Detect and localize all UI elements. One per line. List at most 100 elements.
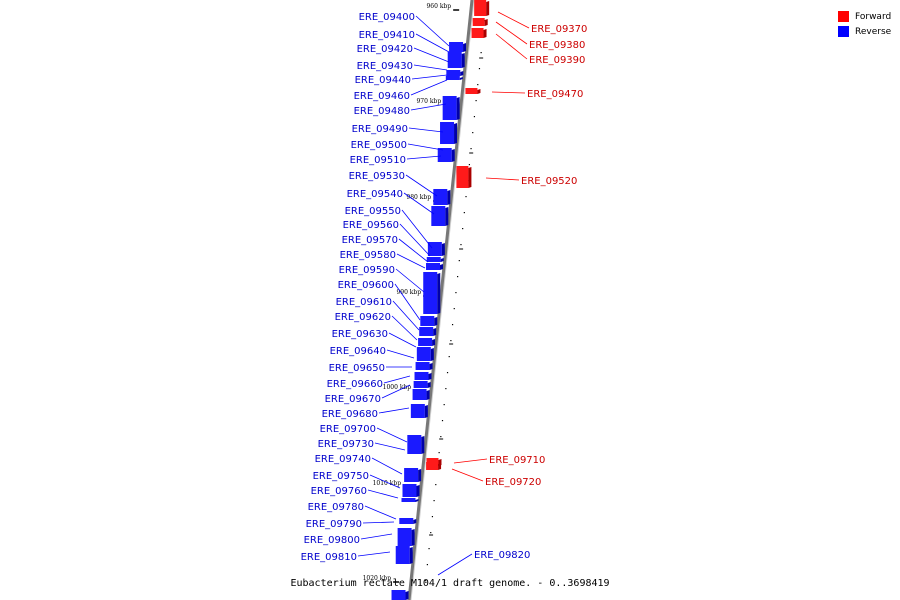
gene-feature xyxy=(399,518,417,524)
scale-dot xyxy=(435,484,437,486)
gene-feature xyxy=(431,206,449,226)
gene-label: ERE_09370 xyxy=(531,24,587,35)
gene-leader-line xyxy=(408,127,444,133)
gene-leader-line xyxy=(391,315,418,341)
gene-feature xyxy=(410,404,428,418)
gene-label: ERE_09400 xyxy=(359,12,415,23)
gene-leader-line xyxy=(376,427,408,443)
gene-feature xyxy=(433,189,451,205)
gene-feature xyxy=(440,122,458,144)
scale-dot xyxy=(463,212,465,214)
scale-tick-label: 1000 kbp xyxy=(383,384,412,391)
scale-dot xyxy=(472,132,474,134)
gene-feature xyxy=(456,166,472,188)
gene-leader-line xyxy=(495,21,528,45)
legend-label-forward: Forward xyxy=(855,11,892,22)
scale-dot xyxy=(457,276,459,278)
gene-feature xyxy=(420,316,438,326)
scale-dot xyxy=(426,564,428,566)
gene-leader-line xyxy=(383,375,411,384)
gene-feature xyxy=(474,0,490,16)
gene-feature xyxy=(414,372,432,380)
gene-feature xyxy=(445,76,463,80)
gene-label: ERE_09470 xyxy=(527,89,583,100)
scale-tick-label: 990 kbp xyxy=(396,289,421,296)
gene-label: ERE_09540 xyxy=(347,189,403,200)
gene-label: ERE_09640 xyxy=(330,346,386,357)
gene-leader-line xyxy=(357,551,391,557)
gene-leader-line xyxy=(413,47,450,63)
legend-label-reverse: Reverse xyxy=(855,26,892,37)
gene-label: ERE_09390 xyxy=(529,55,585,66)
scale-dot xyxy=(443,404,445,406)
gene-label: ERE_09410 xyxy=(359,30,415,41)
gene-label: ERE_09730 xyxy=(318,439,374,450)
gene-label: ERE_09710 xyxy=(489,455,545,466)
gene-leader-line xyxy=(415,33,450,53)
scale-dot xyxy=(477,84,479,86)
gene-label: ERE_09510 xyxy=(350,155,406,166)
scale-dot xyxy=(451,324,454,326)
gene-feature xyxy=(391,590,409,600)
scale-tick-label: 980 kbp xyxy=(406,194,431,201)
gene-label: ERE_09800 xyxy=(304,535,360,546)
gene-feature xyxy=(415,362,433,370)
gene-leader-line xyxy=(386,349,415,359)
gene-label: ERE_09650 xyxy=(329,363,385,374)
gene-feature xyxy=(426,257,444,262)
gene-label: ERE_09610 xyxy=(336,297,392,308)
gene-label: ERE_09560 xyxy=(343,220,399,231)
gene-leader-line xyxy=(411,74,448,80)
gene-label: ERE_09620 xyxy=(335,312,391,323)
gene-label: ERE_09790 xyxy=(306,519,362,530)
gene-feature xyxy=(397,528,415,546)
gene-feature xyxy=(418,338,436,346)
gene-feature xyxy=(472,18,488,26)
gene-label: ERE_09500 xyxy=(351,140,407,151)
scale-tick-label: 1020 kbp xyxy=(363,575,392,582)
gene-label: ERE_09760 xyxy=(311,486,367,497)
gene-leader-line xyxy=(396,253,426,269)
gene-feature xyxy=(442,96,460,120)
gene-feature xyxy=(426,263,444,270)
gene-leader-line xyxy=(374,442,406,451)
gene-label: ERE_09530 xyxy=(349,171,405,182)
gene-leader-line xyxy=(437,553,473,576)
gene-feature xyxy=(465,88,481,94)
scale-dot xyxy=(475,100,477,102)
legend-swatch-forward xyxy=(838,11,849,22)
scale-dot xyxy=(478,68,481,70)
gene-feature xyxy=(401,498,419,502)
gene-leader-line xyxy=(364,505,397,520)
gene-leader-line xyxy=(398,238,429,263)
scale-dot xyxy=(431,516,434,518)
scale-dot xyxy=(473,116,476,118)
scale-dot xyxy=(455,292,457,294)
scale-dot xyxy=(446,372,449,374)
scale-dot xyxy=(462,228,464,230)
gene-feature xyxy=(419,327,437,336)
gene-leader-line xyxy=(497,11,530,29)
gene-leader-line xyxy=(378,407,410,414)
gene-feature xyxy=(395,546,413,564)
scale-dot xyxy=(448,356,450,358)
gene-feature xyxy=(471,28,487,38)
gene-leader-line xyxy=(367,489,399,499)
gene-leader-line xyxy=(413,64,448,71)
gene-leader-line xyxy=(388,332,417,348)
scale-tick-label: 960 kbp xyxy=(426,3,451,10)
gene-leader-line xyxy=(415,15,450,47)
gene-leader-line xyxy=(405,174,438,197)
scale-dot xyxy=(445,388,447,390)
gene-label: ERE_09750 xyxy=(313,471,369,482)
gene-label: ERE_09430 xyxy=(357,61,413,72)
gene-feature xyxy=(404,468,422,482)
gene-label: ERE_09420 xyxy=(357,44,413,55)
gene-leader-line xyxy=(392,300,420,331)
gene-label: ERE_09380 xyxy=(529,40,585,51)
legend-item-forward: Forward xyxy=(838,9,891,24)
gene-leader-line xyxy=(399,223,431,257)
gene-label: ERE_09680 xyxy=(322,409,378,420)
gene-leader-line xyxy=(495,33,528,60)
